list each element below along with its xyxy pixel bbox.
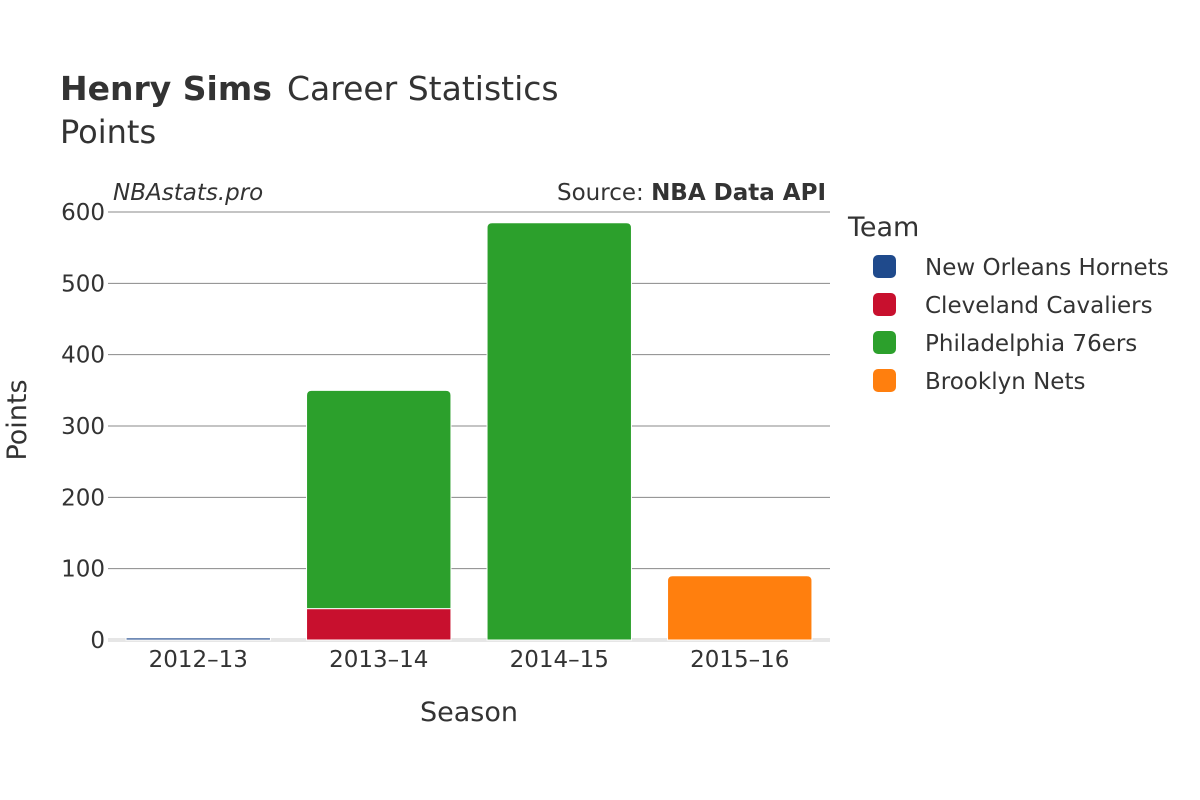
legend-swatch bbox=[873, 255, 896, 278]
legend-item[interactable]: New Orleans Hornets bbox=[873, 255, 1169, 281]
x-tick-label: 2012–13 bbox=[149, 647, 248, 673]
legend-label: Philadelphia 76ers bbox=[925, 331, 1137, 357]
player-name: Henry Sims bbox=[60, 69, 272, 108]
legend-item[interactable]: Brooklyn Nets bbox=[873, 369, 1085, 395]
y-tick-label: 400 bbox=[61, 343, 105, 369]
legend-swatch bbox=[873, 293, 896, 316]
legend-label: Cleveland Cavaliers bbox=[925, 293, 1153, 319]
chart-subtitle: Points bbox=[60, 113, 156, 151]
y-tick-label: 0 bbox=[90, 628, 105, 654]
legend-swatch bbox=[873, 331, 896, 354]
y-tick-label: 100 bbox=[61, 557, 105, 583]
title-suffix: Career Statistics bbox=[287, 69, 559, 108]
y-axis-ticks: 0 100 200 300 400 500 600 bbox=[61, 200, 105, 654]
legend-item[interactable]: Cleveland Cavaliers bbox=[873, 293, 1153, 319]
bar-2015–16-brooklyn-nets bbox=[667, 575, 813, 641]
bar-2013–14-cleveland-cavaliers bbox=[306, 608, 452, 641]
y-tick-label: 500 bbox=[61, 271, 105, 297]
legend-item[interactable]: Philadelphia 76ers bbox=[873, 331, 1137, 357]
bars bbox=[125, 222, 813, 641]
x-axis-ticks: 2012–13 2013–14 2014–15 2015–16 bbox=[149, 647, 790, 673]
legend-title: Team bbox=[847, 212, 919, 243]
chart-title: Henry Sims Career Statistics bbox=[60, 69, 559, 108]
x-tick-label: 2014–15 bbox=[510, 647, 609, 673]
watermark: NBAstats.pro bbox=[113, 180, 263, 206]
legend: Team New Orleans Hornets Cleveland Cavali… bbox=[847, 212, 1169, 395]
x-axis-title: Season bbox=[420, 697, 518, 728]
x-tick-label: 2015–16 bbox=[690, 647, 789, 673]
source-name: NBA Data API bbox=[651, 180, 826, 206]
y-tick-label: 200 bbox=[61, 485, 105, 511]
legend-swatch bbox=[873, 369, 896, 392]
legend-label: New Orleans Hornets bbox=[925, 255, 1169, 281]
bar-2012–13-new-orleans-hornets bbox=[125, 637, 271, 641]
legend-items: New Orleans Hornets Cleveland Cavaliers Ph… bbox=[873, 255, 1169, 395]
x-tick-label: 2013–14 bbox=[329, 647, 428, 673]
y-tick-label: 300 bbox=[61, 414, 105, 440]
source-credit: Source: NBA Data API bbox=[557, 180, 826, 206]
bar-2014–15-philadelphia-76ers bbox=[486, 222, 632, 641]
source-prefix: Source: bbox=[557, 180, 651, 206]
y-axis-title: Points bbox=[2, 379, 33, 460]
y-tick-label: 600 bbox=[61, 200, 105, 226]
bar-2013–14-philadelphia-76ers bbox=[306, 389, 452, 610]
legend-label: Brooklyn Nets bbox=[925, 369, 1085, 395]
